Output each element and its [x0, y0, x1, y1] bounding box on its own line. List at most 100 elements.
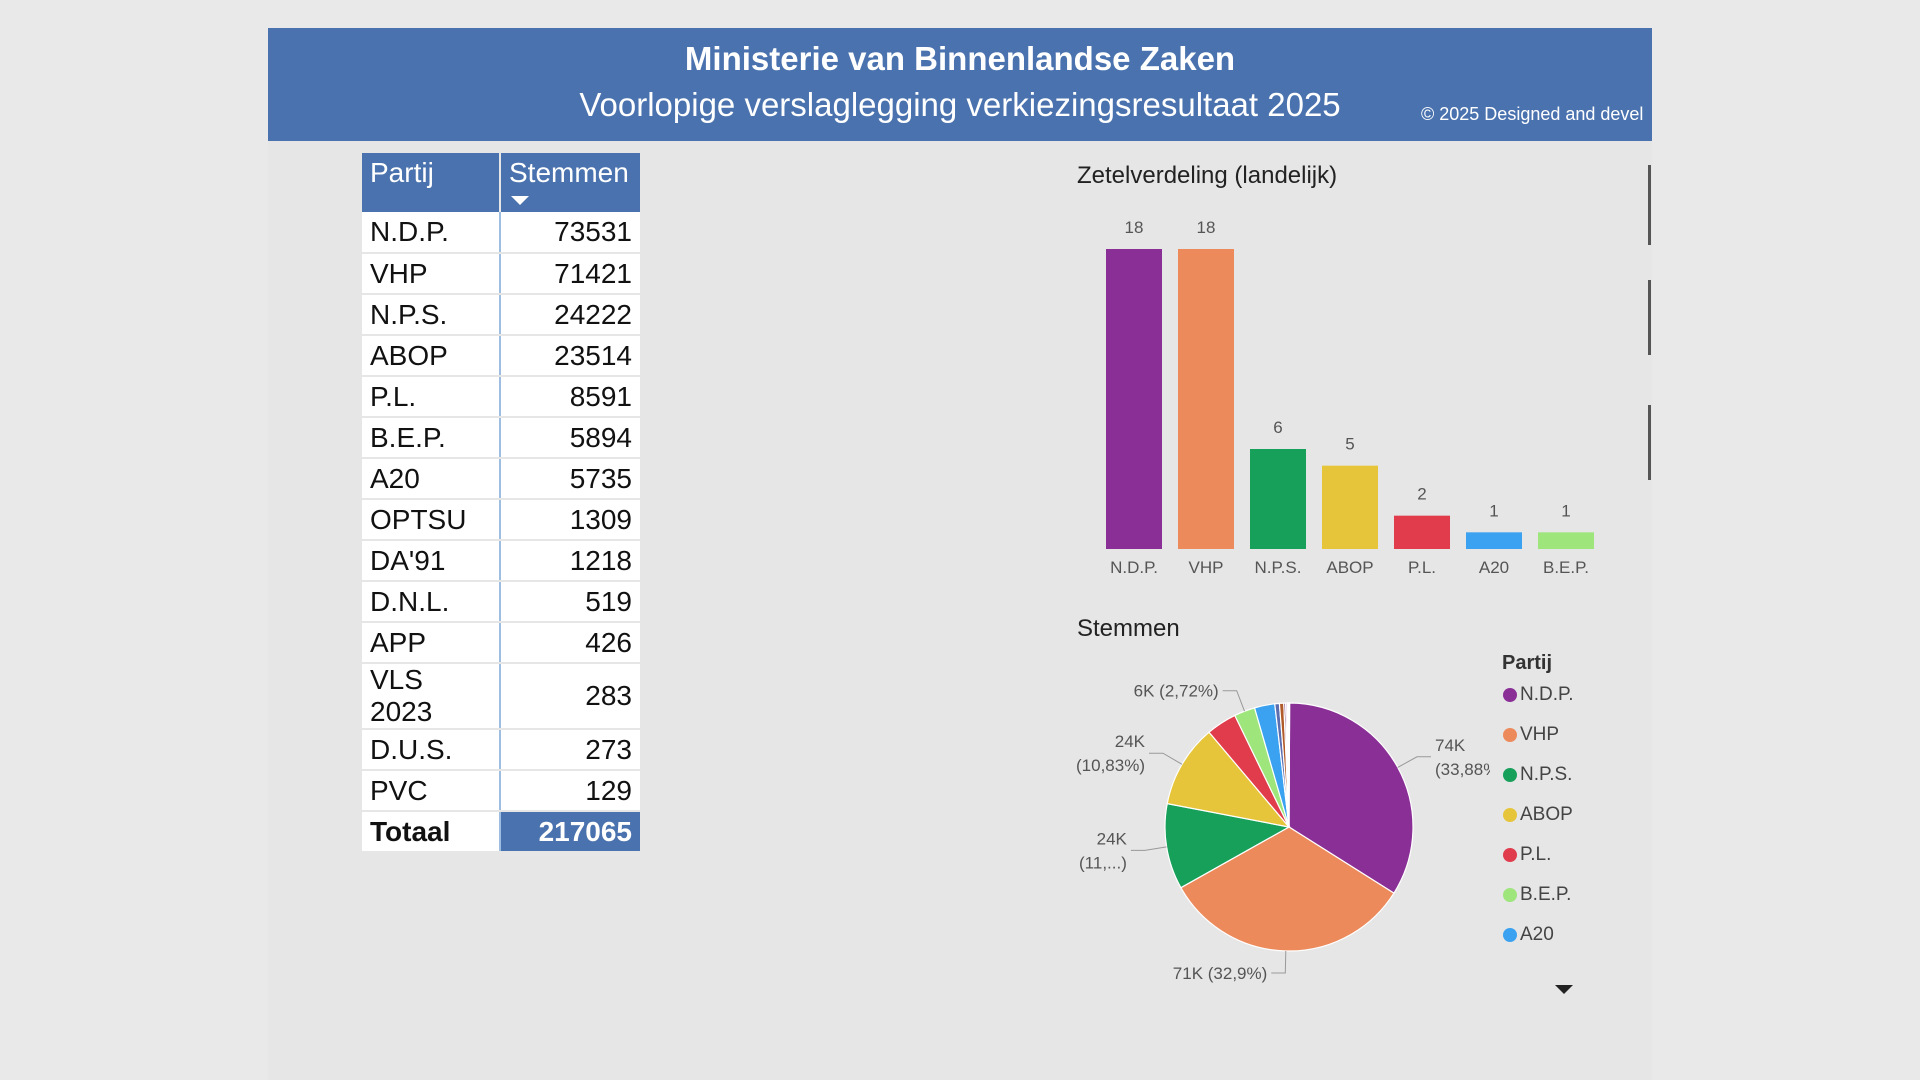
legend-label: N.D.P.	[1520, 684, 1574, 705]
party-cell: VHP	[362, 253, 501, 295]
party-cell: PVC	[362, 770, 501, 812]
bar-value-label: 18	[1197, 218, 1216, 237]
votes-cell: 5735	[500, 458, 640, 500]
pie-slice-ABOP[interactable]	[1166, 731, 1291, 828]
bar-value-label: 1	[1561, 501, 1570, 520]
bar-value-label: 6	[1273, 418, 1282, 437]
votes-cell: 273	[500, 729, 640, 771]
pie-chart-title: Stemmen	[1077, 615, 1180, 642]
page-subtitle: Voorlopige verslaglegging verkiezingsres…	[579, 86, 1341, 123]
pie-slice-N.D.P.[interactable]	[1288, 702, 1414, 894]
legend-label: P.L.	[1520, 844, 1552, 865]
party-cell: DA'91	[362, 540, 501, 582]
legend-dot-icon	[1503, 728, 1517, 742]
party-cell: OPTSU	[362, 499, 501, 541]
report-header: Ministerie van Binnenlandse Zaken Voorlo…	[268, 28, 1652, 141]
votes-cell: 23514	[500, 335, 640, 377]
legend-item[interactable]: P.L.	[1503, 844, 1551, 866]
legend-scroll-down-icon[interactable]	[1555, 985, 1573, 994]
party-cell: D.U.S.	[362, 729, 501, 771]
bar-category-label: ABOP	[1326, 558, 1373, 577]
votes-cell: 1218	[500, 540, 640, 582]
total-label: Totaal	[362, 811, 501, 853]
column-header-votes[interactable]: Stemmen	[500, 153, 640, 212]
bar-chart-title: Zetelverdeling (landelijk)	[1077, 162, 1338, 189]
legend-label: N.P.S.	[1520, 764, 1573, 785]
bar-category-label: N.D.P.	[1110, 558, 1158, 577]
legend-dot-icon	[1503, 768, 1517, 782]
party-cell: N.P.S.	[362, 294, 501, 336]
bar-value-label: 5	[1345, 435, 1354, 454]
seats-bar-chart: 18 N.D.P. 18 VHP 6 N.P.S. 5 ABOP 2 P.L. 1 A20 1 B.E.P…	[1106, 218, 1594, 577]
bar-A20[interactable]	[1466, 532, 1522, 549]
table-row[interactable]: VHP 71421	[362, 253, 640, 295]
legend-item[interactable]: B.E.P.	[1503, 884, 1571, 906]
table-row[interactable]: N.D.P. 73531	[362, 212, 640, 254]
legend-item[interactable]: A20	[1503, 924, 1554, 946]
bar-category-label: VHP	[1189, 558, 1224, 577]
table-row[interactable]: P.L. 8591	[362, 376, 640, 418]
table-row[interactable]: DA'91 1218	[362, 540, 640, 582]
legend-dot-icon	[1503, 808, 1517, 822]
bar-value-label: 1	[1489, 501, 1498, 520]
table-row[interactable]: D.U.S. 273	[362, 729, 640, 771]
legend-dot-icon	[1503, 888, 1517, 902]
table-row[interactable]: B.E.P. 5894	[362, 417, 640, 459]
pie-leader-line	[1222, 690, 1245, 712]
bar-VHP[interactable]	[1178, 249, 1234, 549]
party-cell: P.L.	[362, 376, 501, 418]
legend-item[interactable]: N.P.S.	[1503, 764, 1572, 786]
legend-label: B.E.P.	[1520, 884, 1572, 905]
pie-leader-line	[1271, 950, 1287, 974]
votes-cell: 71421	[500, 253, 640, 295]
party-cell: VLS 2023	[362, 663, 501, 730]
votes-cell: 8591	[500, 376, 640, 418]
bar-N.P.S.[interactable]	[1250, 449, 1306, 549]
votes-cell: 283	[500, 663, 640, 730]
party-cell: B.E.P.	[362, 417, 501, 459]
legend-item[interactable]: ABOP	[1503, 804, 1573, 826]
votes-cell: 1309	[500, 499, 640, 541]
table-row[interactable]: N.P.S. 24222	[362, 294, 640, 336]
votes-pie-chart: 74K(33,88%) 71K (32,9%) 24K(11,...) 24K(10,…	[1076, 682, 1490, 983]
pie-data-label: 24K (10,83%)	[1076, 732, 1146, 775]
legend-item[interactable]: VHP	[1503, 724, 1559, 746]
table-total-row: Totaal 217065	[362, 811, 640, 853]
table-row[interactable]: ABOP 23514	[362, 335, 640, 377]
bar-B.E.P.[interactable]	[1538, 532, 1594, 549]
table-header-row: Partij Stemmen	[362, 153, 640, 212]
table-row[interactable]: PVC 129	[362, 770, 640, 812]
table-row[interactable]: APP 426	[362, 622, 640, 664]
total-value: 217065	[500, 811, 640, 853]
table-row[interactable]: OPTSU 1309	[362, 499, 640, 541]
table-row[interactable]: VLS 2023 283	[362, 663, 640, 730]
side-panel-edge	[1648, 165, 1651, 245]
copyright-text: © 2025 Designed and devel	[1421, 104, 1644, 124]
legend-label: VHP	[1520, 724, 1560, 745]
party-cell: N.D.P.	[362, 212, 501, 254]
column-header-party[interactable]: Partij	[362, 153, 501, 212]
bar-P.L.[interactable]	[1394, 515, 1450, 549]
party-cell: APP	[362, 622, 501, 664]
legend-item[interactable]: N.D.P.	[1503, 684, 1574, 706]
side-panel-edge	[1648, 405, 1651, 480]
sort-descending-icon[interactable]	[511, 196, 529, 205]
pie-slice-PVC[interactable]	[1288, 702, 1291, 828]
bar-value-label: 18	[1125, 218, 1144, 237]
pie-leader-line	[1149, 752, 1183, 765]
pie-data-label: 74K(33,88%)	[1435, 736, 1490, 779]
pie-slice-N.P.S.[interactable]	[1164, 802, 1291, 889]
side-panel-edge	[1648, 280, 1651, 355]
legend-label: A20	[1520, 924, 1554, 945]
bar-category-label: B.E.P.	[1543, 558, 1589, 577]
table-row[interactable]: A20 5735	[362, 458, 640, 500]
bar-N.D.P.[interactable]	[1106, 249, 1162, 549]
table-row[interactable]: D.N.L. 519	[362, 581, 640, 623]
pie-data-label: 24K (11,...)	[1079, 829, 1128, 872]
votes-cell: 5894	[500, 417, 640, 459]
votes-table: Partij Stemmen N.D.P. 73531 VHP 71421 N.P.S.…	[362, 153, 640, 853]
pie-data-label: 71K (32,9%)	[1173, 964, 1268, 983]
party-cell: A20	[362, 458, 501, 500]
bar-ABOP[interactable]	[1322, 465, 1378, 549]
votes-cell: 519	[500, 581, 640, 623]
